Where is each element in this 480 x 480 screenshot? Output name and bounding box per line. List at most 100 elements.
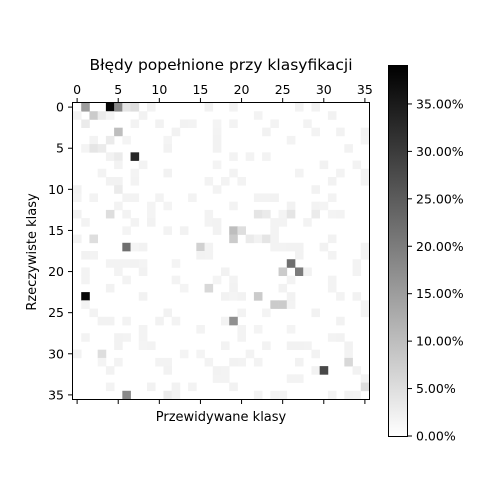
- heatmap-cell: [360, 168, 370, 178]
- heatmap-cell: [122, 135, 131, 145]
- heatmap-cell: [204, 283, 214, 293]
- heatmap-cell: [81, 119, 90, 129]
- heatmap-cell: [188, 119, 197, 129]
- heatmap-cell: [311, 209, 321, 219]
- heatmap-cell: [253, 325, 263, 334]
- colorbar-ticks: 0.00% 5.00% 10.00% 15.00% 20.00% 25.00% 30.00%…: [408, 96, 464, 444]
- heatmap-cell: [286, 325, 296, 334]
- heatmap-cell: [262, 209, 271, 219]
- heatmap-cell: [221, 374, 230, 383]
- heatmap-cell: [352, 292, 362, 301]
- heatmap-cell: [286, 209, 296, 219]
- heatmap-cell: [336, 316, 345, 326]
- heatmap-cell: [311, 201, 321, 211]
- x-tick-label: 35: [357, 82, 373, 97]
- heatmap-cell: [212, 366, 222, 375]
- y-tick-label: 20: [48, 264, 64, 279]
- heatmap-cell: [147, 209, 156, 219]
- heatmap-cell: [295, 267, 304, 277]
- colorbar-tick-label: 5.00%: [416, 381, 456, 396]
- heatmap-cell: [278, 267, 288, 277]
- heatmap-cell: [130, 103, 140, 112]
- heatmap-cell: [303, 119, 312, 129]
- heatmap-cell: [114, 357, 123, 367]
- heatmap-cell: [229, 316, 238, 326]
- x-tick-label: 30: [316, 82, 332, 97]
- heatmap-cell: [97, 349, 107, 359]
- heatmap-cell: [147, 341, 156, 351]
- heatmap-cell: [360, 251, 370, 260]
- heatmap-cell: [73, 209, 82, 219]
- heatmap-cell: [122, 390, 131, 400]
- heatmap-cell: [327, 251, 337, 260]
- heatmap-cell: [81, 275, 90, 285]
- heatmap-cell: [327, 333, 337, 342]
- heatmap-cell: [97, 316, 107, 326]
- heatmap-cell: [360, 300, 370, 309]
- heatmap-cells: [73, 103, 370, 400]
- heatmap-cell: [262, 308, 271, 318]
- heatmap-cell: [221, 366, 230, 375]
- heatmap-cell: [114, 177, 123, 186]
- heatmap-cell: [352, 366, 362, 375]
- heatmap-cell: [163, 226, 173, 235]
- heatmap-cell: [278, 283, 288, 293]
- heatmap-cell: [122, 316, 131, 326]
- heatmap-cell: [188, 193, 197, 203]
- heatmap-cell: [105, 382, 115, 392]
- heatmap-cell: [114, 160, 123, 170]
- heatmap-cell: [89, 111, 99, 120]
- heatmap-cell: [229, 234, 238, 244]
- heatmap-cell: [81, 267, 90, 277]
- heatmap-cell: [163, 135, 173, 145]
- heatmap-cell: [303, 218, 312, 227]
- heatmap-cell: [122, 333, 131, 342]
- heatmap-cell: [130, 259, 140, 268]
- heatmap-cell: [327, 111, 337, 120]
- heatmap-cell: [212, 135, 222, 145]
- heatmap-cell: [311, 366, 321, 375]
- heatmap-cell: [360, 382, 370, 392]
- heatmap-cell: [286, 259, 296, 268]
- heatmap-cell: [81, 144, 90, 153]
- y-tick-label: 25: [48, 305, 64, 320]
- heatmap-cell: [319, 242, 329, 252]
- heatmap-cell: [336, 292, 345, 301]
- heatmap-cell: [286, 242, 296, 252]
- heatmap-cell: [138, 242, 148, 252]
- heatmap-cell: [204, 209, 214, 219]
- heatmap-cell: [114, 259, 123, 268]
- heatmap-cell: [360, 127, 370, 137]
- heatmap-cell: [163, 390, 173, 400]
- heatmap-cell: [262, 341, 271, 351]
- heatmap-cell: [130, 177, 140, 186]
- heatmap-cell: [295, 242, 304, 252]
- y-tick-label: 10: [48, 182, 64, 197]
- heatmap-cell: [163, 168, 173, 178]
- heatmap-cell: [229, 152, 238, 161]
- heatmap-cell: [138, 325, 148, 334]
- heatmap-cell: [344, 144, 353, 153]
- heatmap-cell: [155, 316, 164, 326]
- heatmap-cell: [319, 201, 329, 211]
- heatmap-cell: [97, 111, 107, 120]
- heatmap-cell: [114, 185, 123, 194]
- heatmap-cell: [360, 135, 370, 145]
- heatmap-cell: [212, 119, 222, 129]
- heatmap-cell: [122, 103, 131, 112]
- heatmap-cell: [270, 242, 279, 252]
- x-axis-ticks: 0 5 10 15 20 25 30 35: [73, 82, 373, 404]
- heatmap-cell: [163, 308, 173, 318]
- heatmap-cell: [163, 366, 173, 375]
- heatmap-cell: [270, 218, 279, 227]
- heatmap-cell: [171, 259, 181, 268]
- heatmap-cell: [89, 193, 99, 203]
- heatmap-cell: [73, 185, 82, 194]
- heatmap-cell: [130, 152, 140, 161]
- heatmap-cell: [311, 103, 321, 112]
- heatmap-cell: [212, 144, 222, 153]
- heatmap-cell: [138, 341, 148, 351]
- heatmap-cell: [303, 267, 312, 277]
- heatmap-cell: [105, 283, 115, 293]
- heatmap-cell: [105, 259, 115, 268]
